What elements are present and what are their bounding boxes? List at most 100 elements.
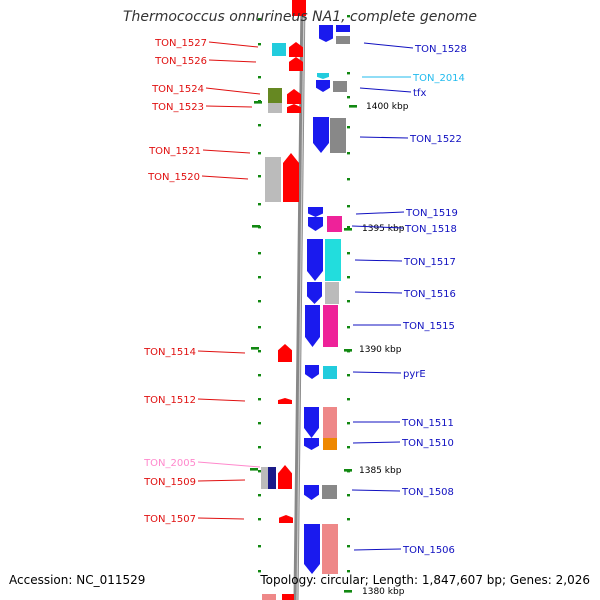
gene-arrow bbox=[278, 344, 292, 362]
tick-mark bbox=[347, 494, 350, 497]
scale-label: 1395 kbp bbox=[362, 224, 405, 234]
gene-label-left: TON_1524 bbox=[151, 84, 204, 95]
tick-mark bbox=[347, 72, 350, 75]
gene-label-left: TON_2005 bbox=[143, 458, 196, 469]
gene-arrow bbox=[317, 73, 329, 79]
gene-label-right: TON_1528 bbox=[414, 44, 467, 55]
gene-arrow bbox=[319, 25, 333, 32]
tick-mark bbox=[347, 422, 350, 425]
gene-arrow bbox=[292, 0, 306, 16]
tick-mark bbox=[258, 175, 261, 178]
gene-arrow bbox=[268, 88, 282, 103]
genome-backbone bbox=[293, 0, 306, 600]
tick-mark bbox=[347, 446, 350, 449]
gene-arrow bbox=[265, 157, 281, 202]
tick-mark bbox=[347, 126, 350, 129]
tick-mark bbox=[258, 446, 261, 449]
tick-mark bbox=[258, 518, 261, 521]
major-tick-mark bbox=[254, 101, 262, 104]
map-title: Thermococcus onnurineus NA1, complete ge… bbox=[122, 9, 478, 25]
gene-label-right: TON_2014 bbox=[412, 73, 465, 84]
gene-label-left: TON_1520 bbox=[147, 172, 200, 183]
leader-line bbox=[353, 548, 402, 551]
leader-line bbox=[351, 489, 401, 492]
tick-mark bbox=[258, 203, 261, 206]
tick-mark bbox=[347, 398, 350, 401]
gene-arrow bbox=[313, 117, 329, 153]
tick-mark bbox=[258, 326, 261, 329]
gene-label-left: TON_1527 bbox=[154, 38, 207, 49]
tick-mark bbox=[258, 152, 261, 155]
major-tick-mark bbox=[344, 590, 352, 593]
leader-line bbox=[351, 225, 404, 229]
gene-arrow bbox=[289, 57, 303, 71]
tick-mark bbox=[258, 124, 261, 127]
leader-line bbox=[359, 136, 409, 139]
gene-label-right: TON_1518 bbox=[404, 224, 457, 235]
leader-line bbox=[205, 87, 261, 95]
gene-arrow bbox=[330, 118, 346, 153]
tick-mark bbox=[347, 252, 350, 255]
gene-arrow bbox=[316, 80, 330, 92]
gene-label-right: TON_1515 bbox=[402, 321, 455, 332]
gene-arrow bbox=[307, 239, 323, 281]
gene-label-right: TON_1516 bbox=[403, 289, 456, 300]
tick-mark bbox=[347, 152, 350, 155]
tick-mark bbox=[258, 18, 261, 21]
gene-arrow bbox=[323, 305, 338, 347]
gene-arrow bbox=[287, 89, 301, 104]
gene-arrow bbox=[336, 25, 350, 32]
gene-arrow bbox=[308, 217, 323, 231]
gene-arrow bbox=[325, 282, 339, 304]
scale-label: 1380 kbp bbox=[362, 587, 405, 597]
gene-arrow bbox=[308, 207, 323, 217]
tick-mark bbox=[258, 398, 261, 401]
gene-label-right: TON_1510 bbox=[401, 438, 454, 449]
leader-line bbox=[352, 441, 401, 444]
tick-mark bbox=[347, 570, 350, 573]
leader-line bbox=[197, 398, 246, 402]
gene-arrow bbox=[307, 282, 322, 304]
tick-mark bbox=[347, 178, 350, 181]
gene-label-left: TON_1507 bbox=[143, 514, 196, 525]
gene-arrow bbox=[323, 407, 337, 438]
gene-label-left: TON_1514 bbox=[143, 347, 196, 358]
genome-summary-text: Topology: circular; Length: 1,847,607 bp… bbox=[260, 573, 590, 587]
leader-line bbox=[197, 461, 261, 468]
gene-arrow bbox=[287, 104, 301, 113]
tick-mark bbox=[347, 326, 350, 329]
tick-mark bbox=[347, 226, 350, 229]
gene-label-left: TON_1512 bbox=[143, 395, 196, 406]
leader-line bbox=[197, 479, 246, 482]
gene-arrow bbox=[323, 438, 337, 450]
gene-arrow bbox=[278, 398, 292, 404]
gene-arrow bbox=[304, 438, 319, 450]
tick-mark bbox=[347, 374, 350, 377]
gene-label-right: pyrE bbox=[403, 369, 426, 380]
tick-mark bbox=[258, 276, 261, 279]
tick-mark bbox=[258, 76, 261, 79]
tick-mark bbox=[258, 374, 261, 377]
leader-line bbox=[205, 105, 253, 108]
accession-text: Accession: NC_011529 bbox=[9, 573, 146, 587]
gene-arrow bbox=[322, 524, 338, 574]
leader-line bbox=[354, 291, 403, 294]
major-tick-mark bbox=[250, 468, 258, 471]
gene-arrow bbox=[272, 43, 286, 56]
gene-arrow bbox=[278, 465, 292, 489]
gene-label-right: TON_1519 bbox=[405, 208, 458, 219]
tick-mark bbox=[347, 276, 350, 279]
gene-arrow bbox=[268, 467, 276, 489]
tick-mark bbox=[258, 422, 261, 425]
gene-label-right: TON_1506 bbox=[402, 545, 455, 556]
gene-label-left: TON_1526 bbox=[154, 56, 207, 67]
gene-arrow bbox=[336, 36, 350, 44]
major-tick-mark bbox=[344, 469, 352, 472]
leader-line bbox=[355, 211, 405, 215]
major-tick-mark bbox=[252, 225, 260, 228]
leader-line bbox=[197, 517, 245, 520]
gene-arrow bbox=[279, 515, 293, 523]
scale-label: 1385 kbp bbox=[359, 466, 402, 476]
tick-mark bbox=[347, 300, 350, 303]
